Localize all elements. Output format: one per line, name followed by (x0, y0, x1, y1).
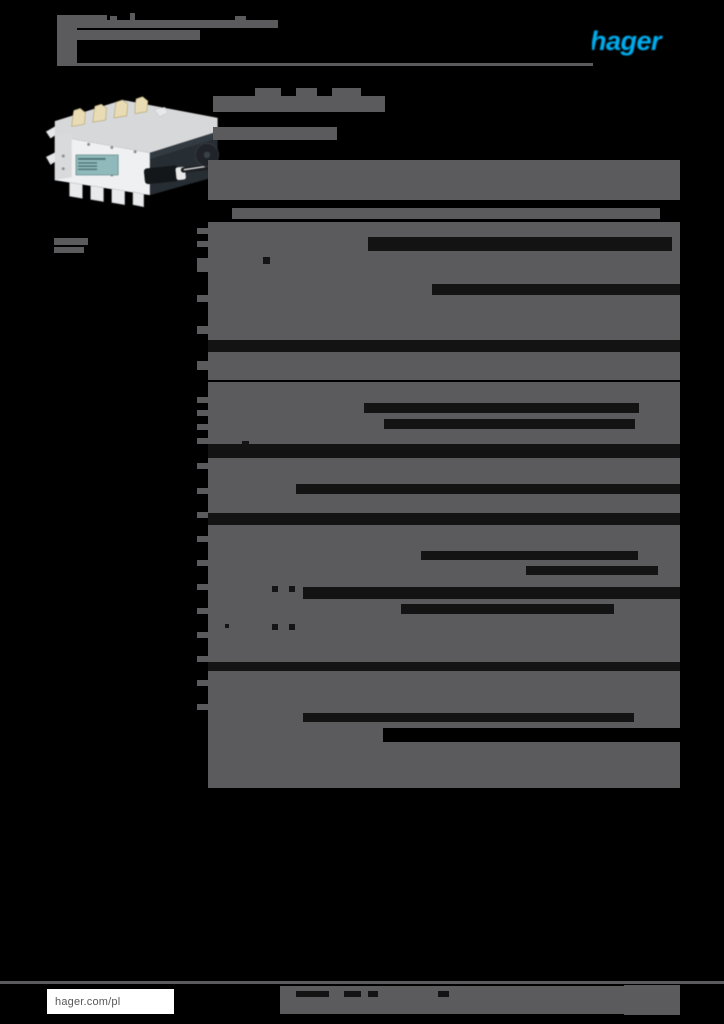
svg-text:hager: hager (592, 26, 663, 56)
